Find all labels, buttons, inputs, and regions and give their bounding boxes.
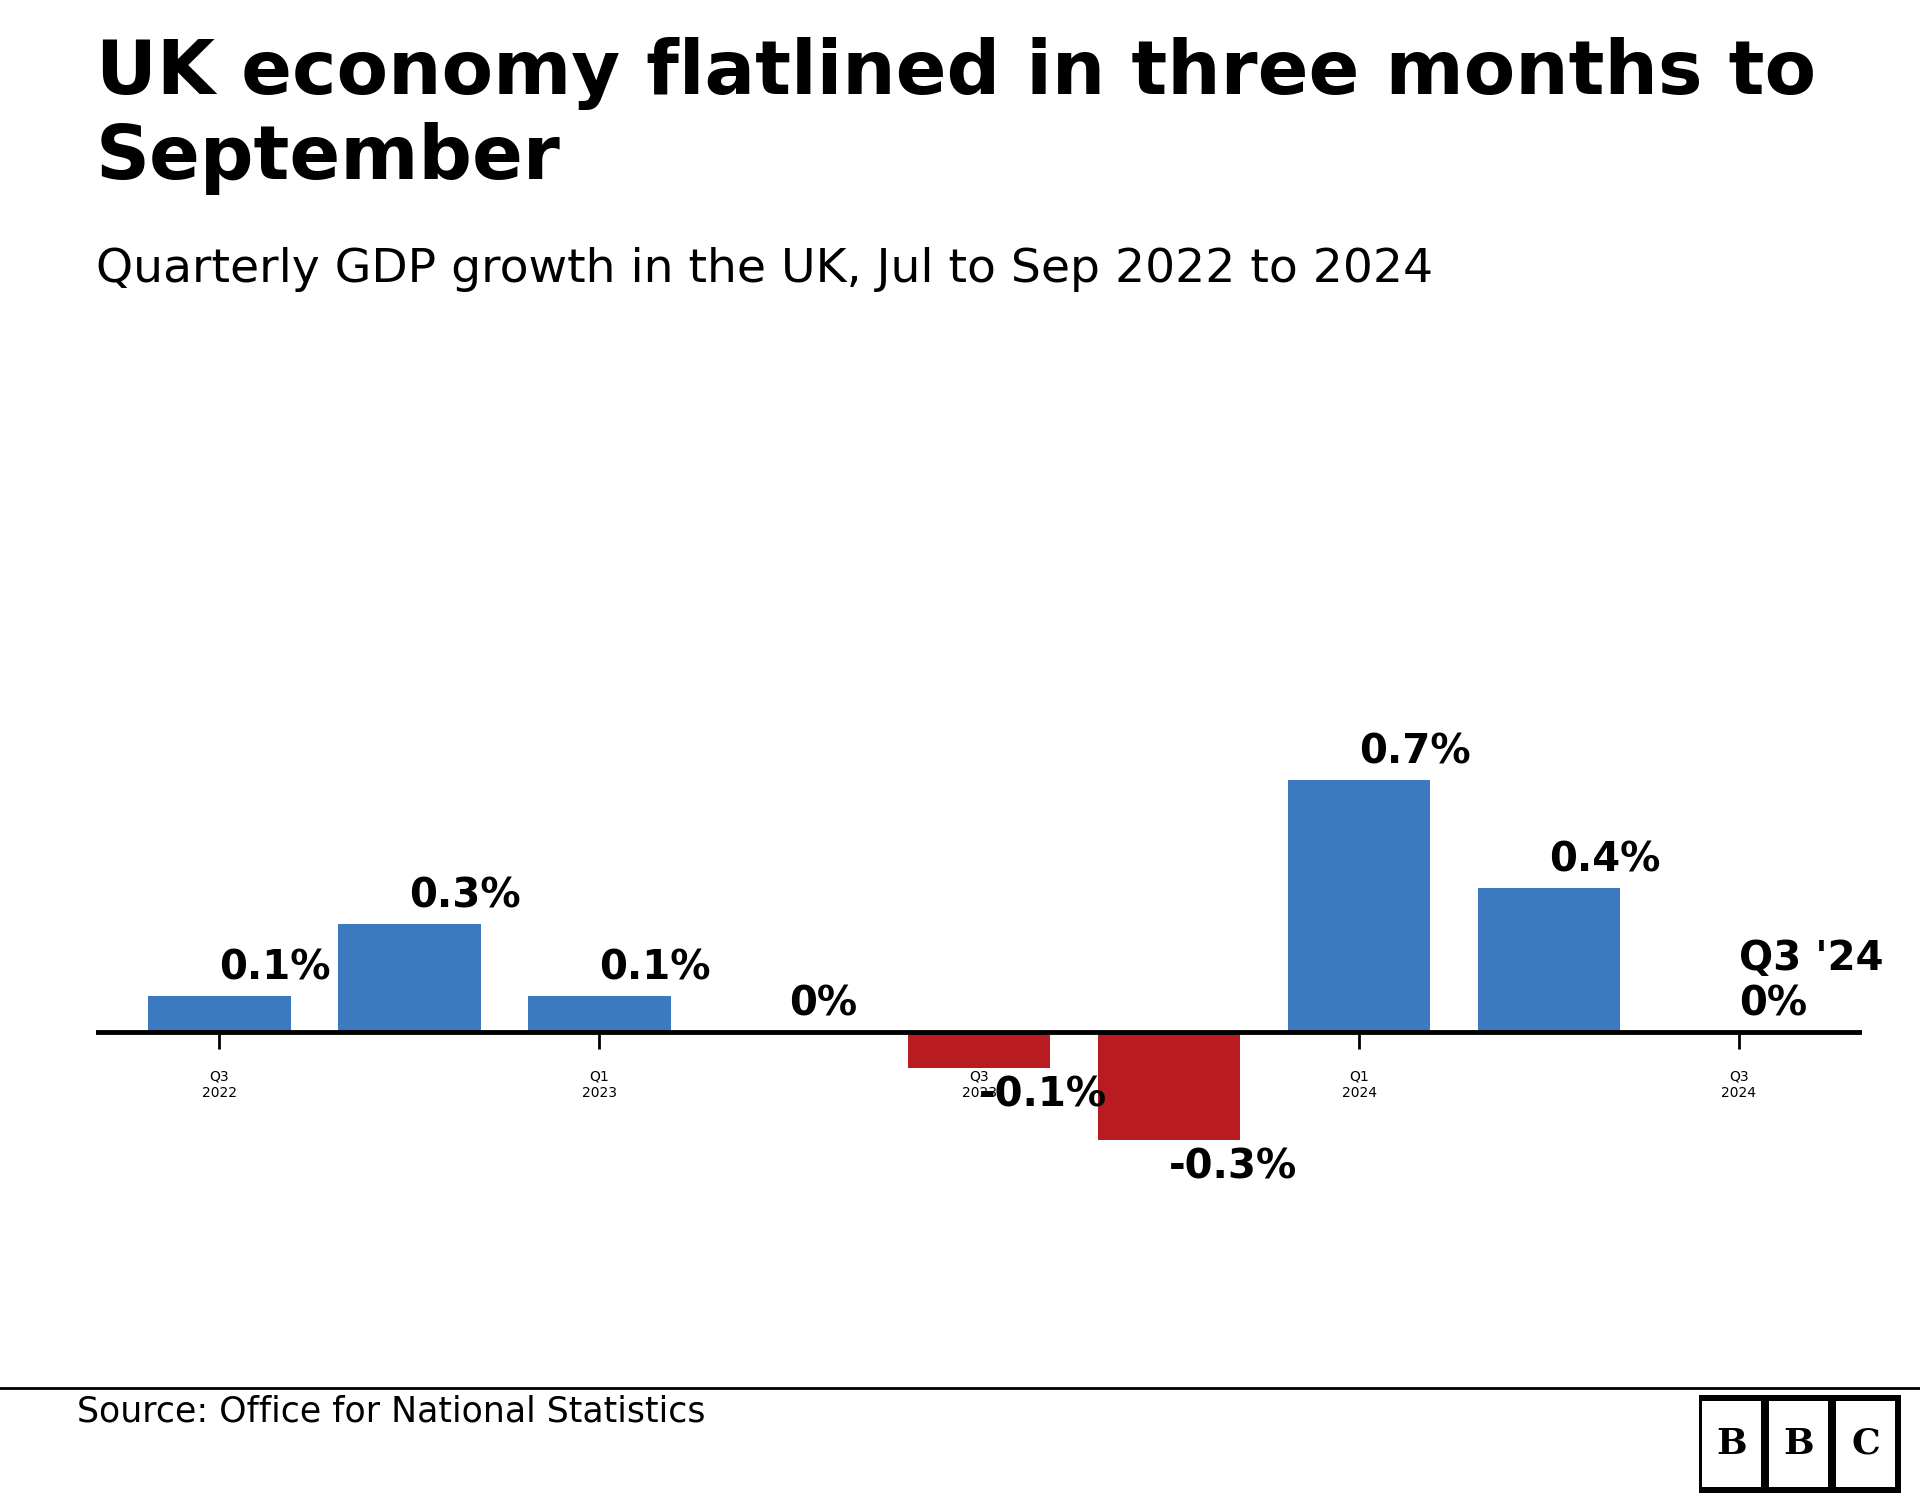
Bar — [528, 996, 670, 1032]
Text: -0.1%: -0.1% — [979, 1076, 1108, 1114]
Text: 0%: 0% — [789, 986, 858, 1024]
Text: 0.7%: 0.7% — [1359, 734, 1471, 772]
Bar — [1098, 1032, 1240, 1140]
Bar — [148, 996, 290, 1032]
Text: Quarterly GDP growth in the UK, Jul to Sep 2022 to 2024: Quarterly GDP growth in the UK, Jul to S… — [96, 248, 1432, 292]
Bar — [338, 924, 480, 1032]
Bar — [1836, 1401, 1895, 1486]
Bar — [1768, 1401, 1828, 1486]
Text: C: C — [1851, 1426, 1880, 1461]
Bar — [1701, 1401, 1761, 1486]
Bar — [1478, 888, 1620, 1032]
Text: Q3 '24
0%: Q3 '24 0% — [1740, 939, 1884, 1024]
Text: 0.3%: 0.3% — [409, 878, 520, 916]
Text: 0.1%: 0.1% — [219, 950, 330, 988]
Text: 0.4%: 0.4% — [1549, 842, 1661, 880]
Text: 0.1%: 0.1% — [599, 950, 710, 988]
Text: -0.3%: -0.3% — [1169, 1148, 1298, 1186]
Text: Source: Office for National Statistics: Source: Office for National Statistics — [77, 1395, 705, 1429]
Text: UK economy flatlined in three months to
September: UK economy flatlined in three months to … — [96, 38, 1816, 195]
Bar — [1288, 780, 1430, 1032]
Bar — [908, 1032, 1050, 1068]
Text: B: B — [1784, 1426, 1814, 1461]
Text: B: B — [1716, 1426, 1747, 1461]
